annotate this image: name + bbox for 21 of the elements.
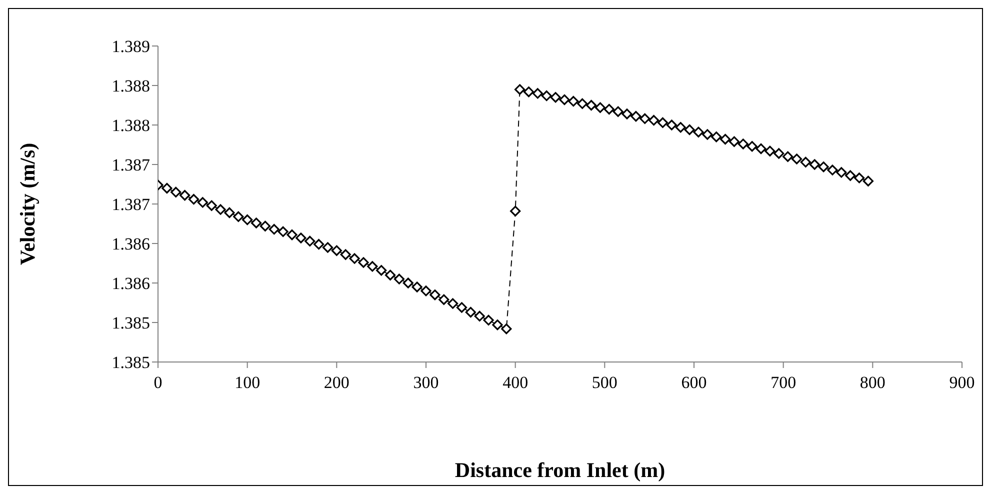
y-tick-label: 1.388 xyxy=(112,116,150,136)
y-tick-label: 1.387 xyxy=(112,156,150,175)
x-tick-label: 900 xyxy=(949,373,975,392)
y-axis-title: Velocity (m/s) xyxy=(15,142,40,266)
y-tick-label: 1.385 xyxy=(112,314,150,333)
x-tick-label: 800 xyxy=(860,373,886,392)
x-tick-label: 500 xyxy=(592,373,618,392)
x-tick-label: 0 xyxy=(154,373,162,392)
y-tick-label: 1.387 xyxy=(112,195,150,214)
y-tick-label: 1.388 xyxy=(112,76,150,96)
y-tick-label: 1.385 xyxy=(112,353,150,372)
x-tick-label: 700 xyxy=(770,373,796,392)
y-tick-label: 1.386 xyxy=(112,234,150,254)
x-tick-label: 600 xyxy=(681,373,707,392)
x-tick-label: 300 xyxy=(413,373,439,392)
x-tick-label: 400 xyxy=(502,373,528,392)
y-tick-label: 1.389 xyxy=(112,37,150,56)
x-tick-label: 200 xyxy=(324,373,350,392)
x-tick-label: 100 xyxy=(234,373,260,392)
y-tick-label: 1.386 xyxy=(112,274,150,294)
x-axis-title: Distance from Inlet (m) xyxy=(454,458,666,482)
